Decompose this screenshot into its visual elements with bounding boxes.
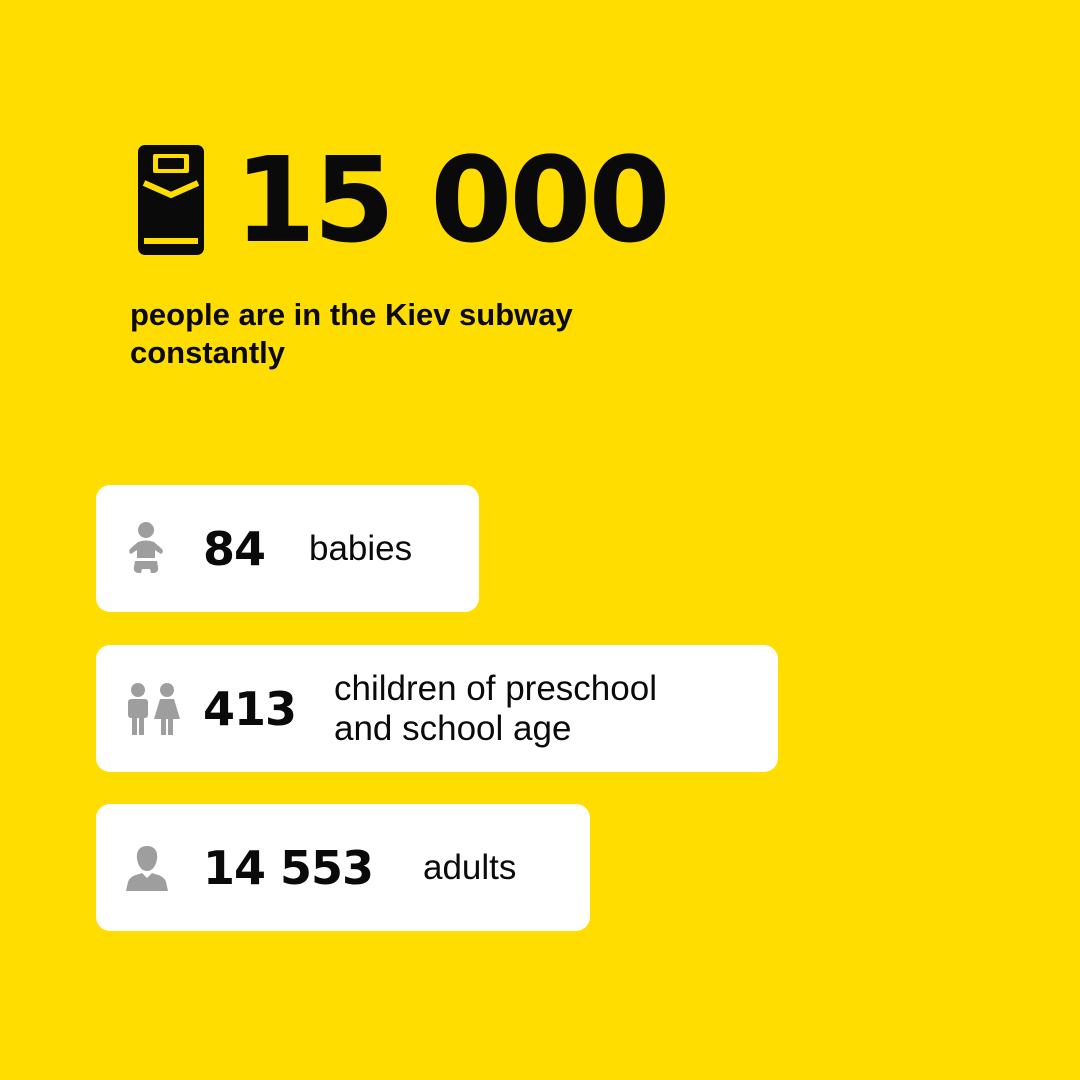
children-label-line-2: and school age [334,708,572,748]
stat-card-children: 413 children of preschool and school age [96,645,778,772]
children-label-line-1: children of preschool [334,668,657,708]
subtitle-line-2: constantly [130,335,286,370]
babies-label: babies [309,529,412,569]
babies-count: 84 [203,521,266,576]
headline: 15 000 [138,131,671,269]
headline-subtitle: people are in the Kiev subway constantly [130,296,750,372]
stat-card-adults: 14 553 adults [96,804,590,931]
babies-label-line-1: babies [309,528,413,568]
stat-card-babies: 84 babies [96,485,479,612]
children-icon [128,682,180,735]
adults-label-line-1: adults [423,847,517,887]
adult-icon [126,845,168,891]
subtitle-line-1: people are in the Kiev subway [130,297,573,332]
baby-icon [129,521,163,573]
adults-label: adults [423,848,516,888]
children-count: 413 [203,681,297,736]
bed-icon [138,145,204,255]
adults-count: 14 553 [203,840,374,895]
children-label: children of preschool and school age [334,669,657,749]
total-count: 15 000 [234,131,671,269]
